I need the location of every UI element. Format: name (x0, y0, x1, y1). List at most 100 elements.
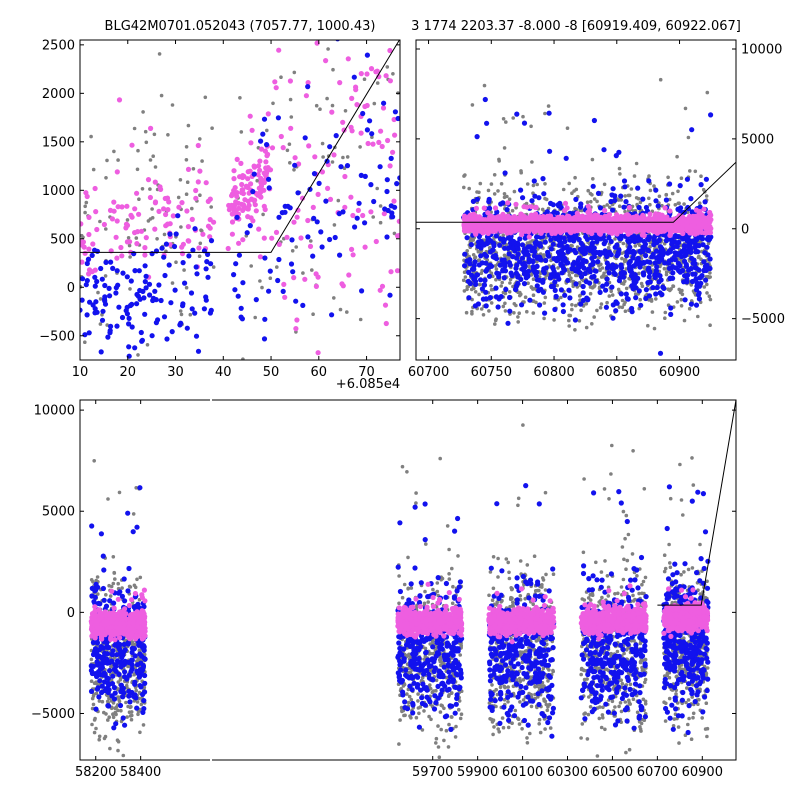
data-point (514, 303, 518, 308)
data-point (294, 317, 300, 323)
data-point (562, 200, 569, 206)
data-point (371, 198, 377, 205)
data-point (564, 205, 570, 211)
data-point (504, 120, 508, 124)
data-point (321, 155, 325, 159)
data-point (201, 306, 207, 312)
data-point (610, 315, 616, 321)
data-point (675, 154, 679, 159)
data-point (540, 176, 546, 182)
data-point (162, 232, 167, 237)
data-point (543, 295, 548, 300)
data-point (632, 174, 637, 178)
data-point (482, 277, 488, 283)
data-point (145, 343, 150, 347)
data-point (603, 287, 609, 293)
data-point (591, 117, 597, 124)
data-point (333, 133, 339, 139)
data-point (614, 212, 620, 218)
data-point (686, 135, 691, 140)
data-point (635, 275, 641, 281)
data-point (647, 196, 651, 201)
data-point (679, 235, 685, 241)
data-point (532, 249, 538, 255)
data-point (567, 318, 571, 323)
data-point (488, 220, 494, 226)
data-point (245, 176, 251, 182)
data-point (552, 318, 556, 322)
data-point (530, 259, 536, 265)
data-point (613, 237, 617, 241)
data-point (364, 71, 370, 77)
data-point (606, 270, 612, 276)
data-point (146, 281, 153, 287)
data-point (93, 209, 99, 215)
data-point (461, 278, 466, 283)
data-point (309, 239, 313, 243)
data-point (184, 208, 190, 214)
data-point (292, 162, 298, 168)
title-top-right: 3 1774 2203.37 -8.000 -8 [60919.409, 609… (411, 19, 741, 34)
data-point (497, 262, 503, 268)
data-point (238, 96, 242, 100)
data-point (702, 199, 708, 205)
data-point (369, 131, 375, 137)
data-point (514, 255, 520, 261)
data-point (641, 259, 647, 266)
data-point (471, 224, 478, 230)
data-point (340, 119, 346, 125)
data-point (505, 228, 511, 234)
data-point (96, 290, 100, 295)
data-point (92, 283, 98, 289)
data-point (358, 145, 362, 149)
data-point (292, 70, 297, 75)
data-point (585, 297, 591, 303)
data-point (679, 304, 684, 308)
data-point (492, 192, 497, 196)
data-point (288, 261, 295, 267)
data-point (94, 278, 100, 285)
x-tick-label: 30 (167, 365, 184, 380)
data-point (383, 73, 389, 79)
data-point (620, 305, 625, 310)
data-point (658, 277, 664, 283)
data-point (261, 336, 268, 342)
data-point (663, 197, 669, 203)
data-point (481, 282, 488, 288)
data-point (702, 285, 707, 289)
data-point (397, 232, 400, 238)
data-point (683, 261, 689, 268)
data-point (617, 235, 623, 241)
data-point (131, 251, 137, 257)
data-point (349, 128, 355, 134)
data-point (603, 304, 609, 310)
data-point (83, 204, 87, 209)
data-point (102, 282, 108, 289)
data-point (482, 241, 489, 247)
data-point (467, 261, 473, 267)
data-point (517, 224, 523, 230)
data-point (471, 263, 477, 269)
data-point (571, 266, 577, 272)
data-point (704, 194, 709, 198)
data-point (707, 294, 712, 298)
data-point (550, 241, 556, 247)
data-point (161, 254, 167, 260)
data-point (691, 222, 697, 228)
data-point (134, 190, 140, 196)
data-point (645, 267, 651, 273)
data-point (531, 277, 536, 281)
data-point (555, 273, 561, 279)
data-point (273, 229, 280, 235)
data-point (498, 226, 504, 232)
data-point (493, 264, 498, 268)
data-point (529, 198, 535, 204)
data-point (544, 197, 549, 202)
data-point (530, 223, 536, 229)
data-point (276, 47, 282, 53)
data-point (264, 142, 270, 148)
data-point (708, 112, 714, 118)
data-point (207, 196, 213, 202)
data-point (249, 127, 255, 133)
